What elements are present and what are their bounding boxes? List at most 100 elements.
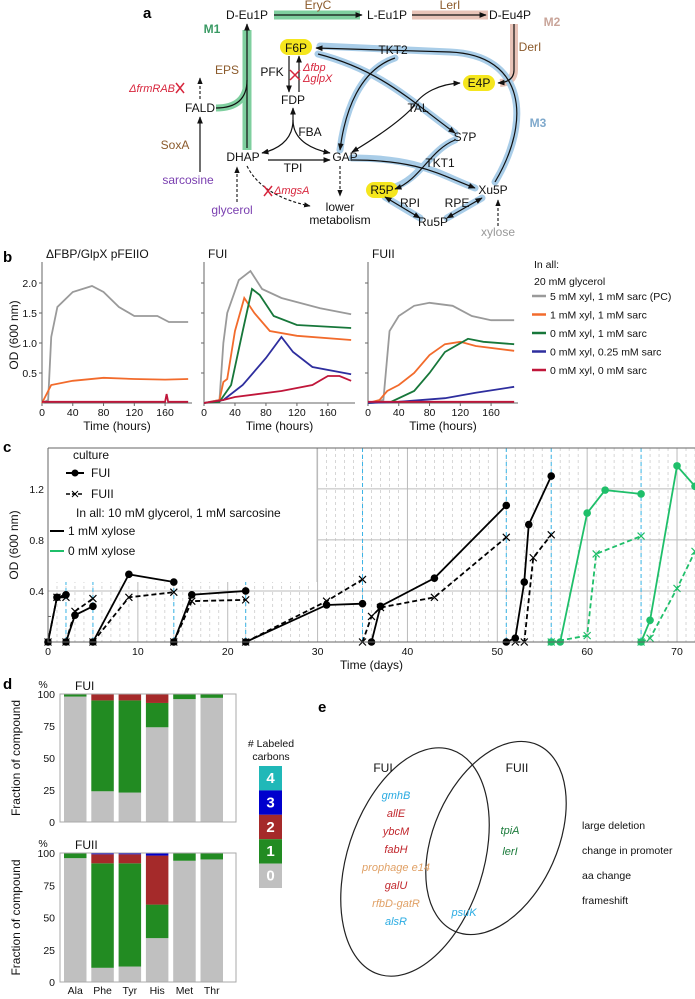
data-point-dot xyxy=(691,482,695,491)
series-line xyxy=(203,269,352,404)
subplot-title: FUI xyxy=(208,247,227,261)
y-tick-label: 0.8 xyxy=(29,535,44,547)
series-line xyxy=(245,602,363,643)
enzyme-rpe: RPE xyxy=(445,196,470,210)
x-tick-label: 10 xyxy=(132,646,144,658)
series-line xyxy=(65,605,94,643)
bar-segment-his-1 xyxy=(145,702,169,728)
bar-segment-phe-0 xyxy=(91,791,114,822)
module-m2: M2 xyxy=(544,15,561,29)
legend-aa: aa change xyxy=(582,870,631,882)
legend-title-1: # Labeled xyxy=(248,738,294,750)
series-line xyxy=(92,573,174,643)
deletion-fbp: Δfbp xyxy=(302,62,326,74)
legend-swatch-label: 3 xyxy=(266,794,274,811)
bar-segment-phe-3 xyxy=(91,853,114,855)
x-tick-label: 60 xyxy=(581,646,593,658)
plot-frame xyxy=(59,852,237,983)
y-tick-label: 75 xyxy=(43,721,55,733)
legend-header-1: In all: xyxy=(534,259,559,271)
node-f6p: F6P xyxy=(285,41,307,55)
panel-label-a: a xyxy=(143,5,152,22)
legend-note: In all: 10 mM glycerol, 1 mM sarcosine xyxy=(76,506,281,520)
module-m1: M1 xyxy=(204,22,221,36)
y-tick-label: 50 xyxy=(43,913,55,925)
bar-segment-met-1 xyxy=(173,853,196,861)
node-e4p: E4P xyxy=(468,76,491,90)
data-point-x xyxy=(241,595,250,604)
venn-label-fui: FUI xyxy=(373,761,392,775)
node-lower-metabolism-1: lower xyxy=(326,200,355,214)
data-point-x xyxy=(502,533,511,542)
data-point-dot xyxy=(170,578,178,586)
legend-header-2: 20 mM glycerol xyxy=(534,276,605,288)
x-tick-label: 80 xyxy=(260,407,272,419)
x-tick-label: 20 xyxy=(222,646,234,658)
bar-segment-his-2 xyxy=(145,855,169,905)
axes xyxy=(47,447,695,643)
y-tick-label: 1.2 xyxy=(29,484,44,496)
series-line xyxy=(47,596,66,643)
x-tick-label: 80 xyxy=(424,407,436,419)
panel-label-e: e xyxy=(318,699,326,716)
node-fald: FALD xyxy=(185,101,215,115)
data-point-x xyxy=(691,547,695,556)
data-point-dot xyxy=(637,490,645,498)
x-tick-label: 120 xyxy=(126,407,144,419)
series-line xyxy=(42,393,189,403)
data-point-dot xyxy=(646,616,654,625)
data-point-x xyxy=(673,584,681,593)
node-lower-metabolism-2: metabolism xyxy=(309,213,370,227)
enzyme-deri: DerI xyxy=(519,40,542,54)
series-line xyxy=(367,340,515,404)
subplot-b3: FUII 0 40 80 120 160 Time (hours) xyxy=(365,247,518,433)
gene-fui-gmhB: gmhB xyxy=(382,790,411,802)
enzyme-fba: FBA xyxy=(298,125,321,139)
data-point-dot xyxy=(241,587,250,595)
data-point-dot xyxy=(511,634,520,642)
series-line xyxy=(361,536,507,643)
node-d-eu1p: D-Eu1P xyxy=(226,8,268,22)
y-axis-label: OD (600 nm) xyxy=(7,510,21,579)
bar-segment-his-2 xyxy=(145,694,169,703)
x-tick-label: Tyr xyxy=(123,985,138,997)
data-point-x xyxy=(124,593,133,602)
axes xyxy=(367,262,518,404)
x-tick-label: 0 xyxy=(39,407,45,419)
series-line xyxy=(203,295,352,404)
y-tick-label: 0 xyxy=(49,977,55,989)
bar-segment-tyr-2 xyxy=(118,694,142,701)
gene-fui-prophage-e14: prophage e14 xyxy=(361,862,430,874)
node-fdp: FDP xyxy=(281,93,305,107)
x-axis-label: Time (hours) xyxy=(83,419,151,433)
x-tick-label: 40 xyxy=(229,407,241,419)
legend-frameshift: frameshift xyxy=(582,895,628,907)
data-point-dot xyxy=(601,486,609,494)
substrate-xylose: xylose xyxy=(481,225,515,239)
bar-segment-ala-0 xyxy=(64,696,87,822)
legend-swatch-label: 2 xyxy=(266,819,274,836)
series-line xyxy=(367,337,515,404)
bar-segment-met-0 xyxy=(173,860,196,982)
plot-frame xyxy=(59,693,237,823)
bar-segment-his-1 xyxy=(145,904,169,939)
module-m3: M3 xyxy=(530,116,547,130)
y-unit: % xyxy=(38,679,47,691)
legend-deletion: large deletion xyxy=(582,820,645,832)
data-point-x xyxy=(322,597,331,606)
data-point-x xyxy=(592,550,601,558)
panel-c-serial-transfer: c 0.4 0.8 1.2 OD (600 nm) 0 10 20 30 40 50 60 70 Tim… xyxy=(3,439,695,672)
x-axis-label: Time (hours) xyxy=(409,419,477,433)
series-line xyxy=(203,375,352,404)
node-ru5p: Ru5P xyxy=(418,215,448,229)
data-point-x xyxy=(430,593,439,602)
series-line xyxy=(640,463,695,643)
data-point-x xyxy=(71,607,79,616)
x-tick-label: 120 xyxy=(288,407,306,419)
enzyme-rpi: RPI xyxy=(400,196,420,210)
data-point-dot xyxy=(358,599,367,608)
legend-swatch-1 xyxy=(259,839,282,864)
legend-label: 0 mM xyl, 0 mM sarc xyxy=(550,365,647,377)
r5p-highlight xyxy=(366,182,398,198)
panel-b-ylabel: OD (600 nm) xyxy=(7,300,21,369)
